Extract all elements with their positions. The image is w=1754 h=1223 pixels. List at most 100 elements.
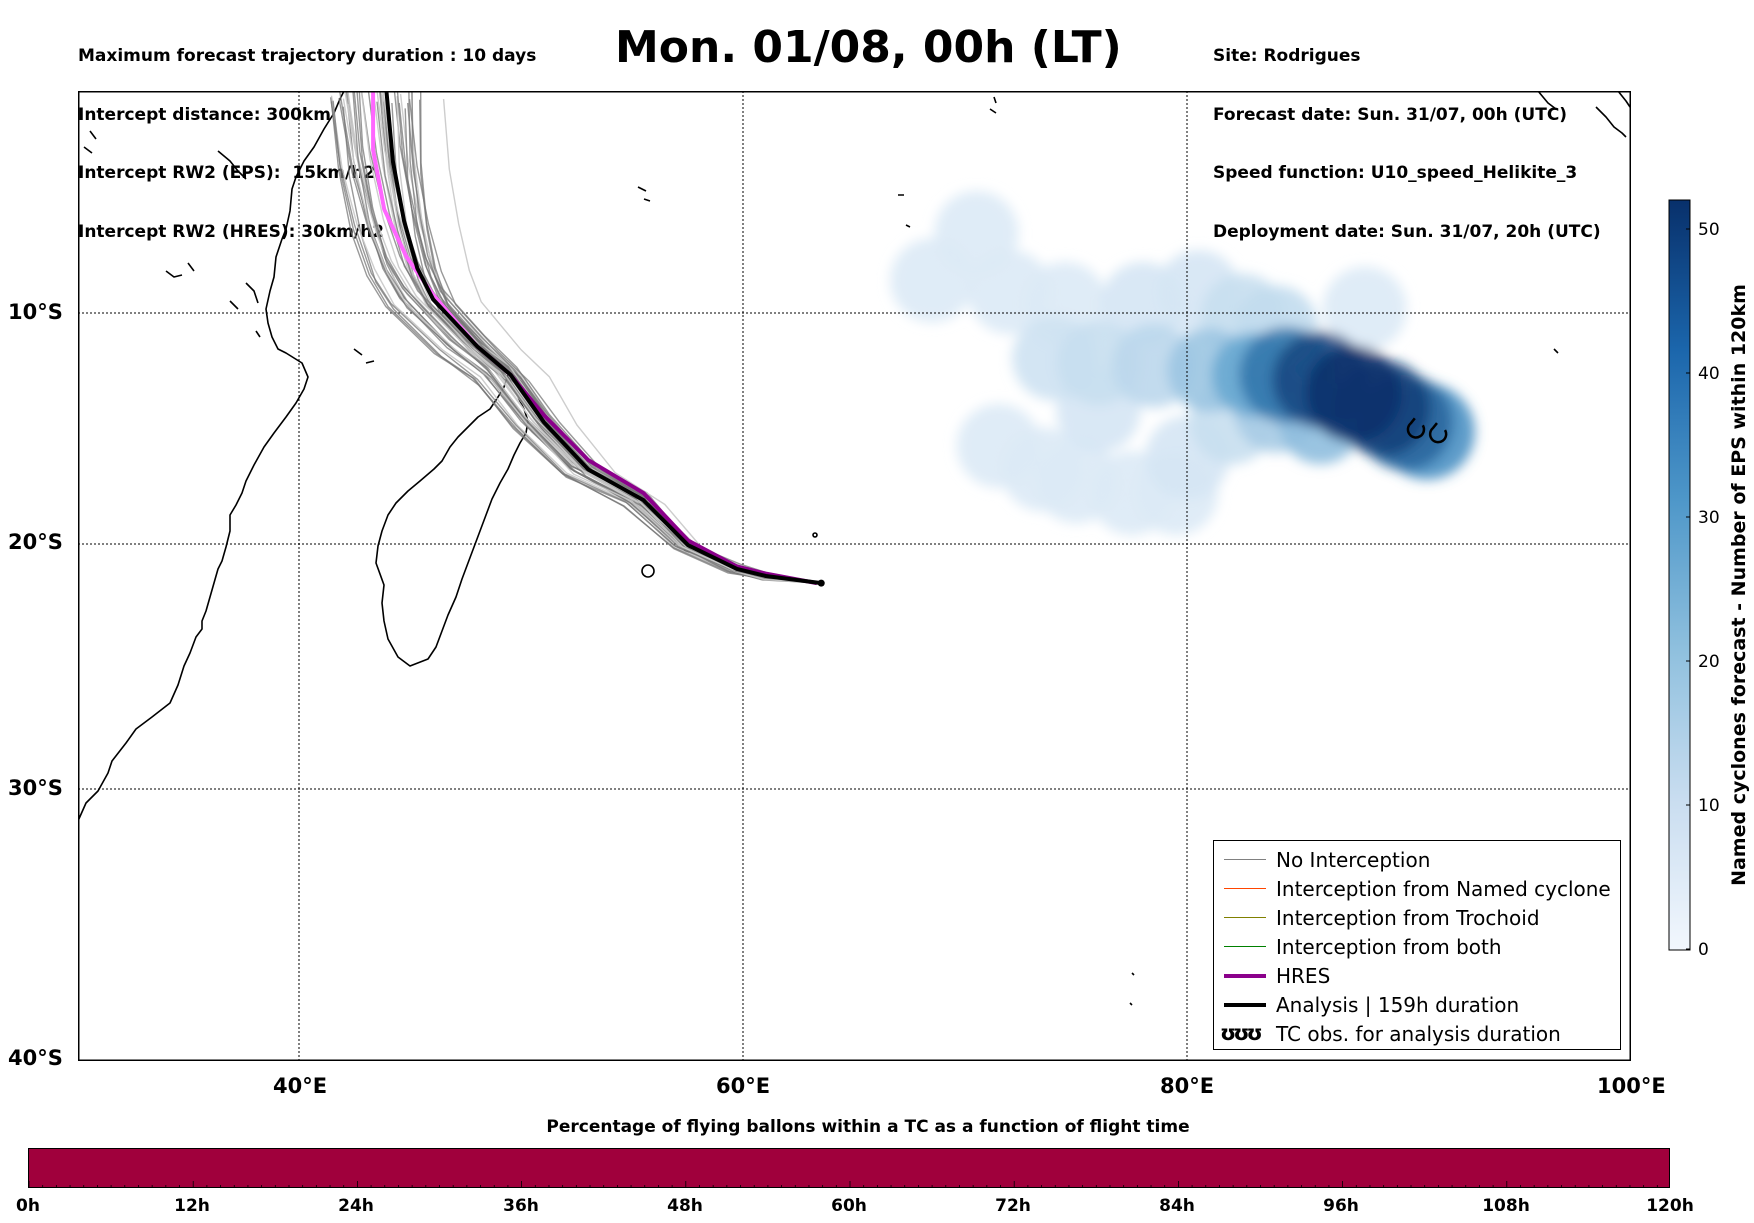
lon-tick-100E: 100°E <box>1597 1074 1666 1098</box>
flight-time-tick: 48h <box>667 1196 703 1216</box>
ensemble-trajectory <box>442 99 822 584</box>
header-left-line: Intercept distance: 300km <box>78 104 331 125</box>
header-left-line: Intercept RW2 (EPS): 15km/h2 <box>78 163 376 183</box>
colorbar-tick: 30 <box>1698 508 1720 528</box>
comoros-islands <box>187 262 261 338</box>
somalia-islands <box>83 130 97 154</box>
rodrigues-island <box>812 532 818 538</box>
eastern-tiny-islands <box>1129 348 1559 1006</box>
sri-lanka-coastline <box>1595 106 1627 138</box>
reunion-island <box>641 564 655 578</box>
density-cell <box>1034 439 1119 524</box>
hres-trajectory-early <box>371 91 479 348</box>
flight-time-tick: 96h <box>1323 1196 1359 1216</box>
tanzania-coast <box>217 150 247 180</box>
legend-label: No Interception <box>1276 848 1431 872</box>
header-left-line: Maximum forecast trajectory duration : 1… <box>78 46 537 66</box>
legend-item-hres: HRES <box>1214 962 1620 991</box>
legend-swatch <box>1224 974 1266 978</box>
ensemble-trajectory <box>358 91 822 584</box>
flight-time-tick: 24h <box>338 1196 374 1216</box>
sumatra-coastline <box>1617 91 1631 108</box>
analysis-trajectory <box>384 91 822 586</box>
flight-time-tick: 12h <box>174 1196 210 1216</box>
header-info-right: Site: Rodrigues Forecast date: Sun. 31/0… <box>1213 8 1601 262</box>
colorbar-label: Named cyclones forecast - Number of EPS … <box>1728 284 1750 886</box>
density-cell <box>934 190 1019 275</box>
flight-time-tick: 108h <box>1482 1196 1530 1216</box>
legend-swatch <box>1224 888 1266 889</box>
ensemble-trajectory <box>411 91 822 584</box>
legend-item-no-interception: No Interception <box>1214 846 1620 875</box>
lat-tick-40S: 40°S <box>8 1046 63 1070</box>
mozambique-island-coast <box>165 270 183 278</box>
lat-tick-20S: 20°S <box>8 530 63 554</box>
legend-label: TC obs. for analysis duration <box>1276 1022 1561 1046</box>
map-legend: No Interception Interception from Named … <box>1213 840 1621 1050</box>
header-right-line: Deployment date: Sun. 31/07, 20h (UTC) <box>1213 221 1601 242</box>
africa-coastline <box>78 91 345 822</box>
header-left-line: Intercept RW2 (HRES): 30km/h2 <box>78 221 385 242</box>
legend-label: HRES <box>1276 964 1331 988</box>
lat-tick-30S: 30°S <box>8 776 63 800</box>
flight-time-tick: 36h <box>503 1196 539 1216</box>
map-panel <box>78 91 1631 1061</box>
ensemble-trajectory <box>378 91 822 584</box>
legend-label: Interception from both <box>1276 935 1502 959</box>
legend-item-analysis: Analysis | 159h duration <box>1214 991 1620 1020</box>
lon-tick-60E: 60°E <box>716 1074 771 1098</box>
density-colorbar <box>1668 199 1691 951</box>
legend-swatch <box>1224 859 1266 860</box>
header-right-line: Speed function: U10_speed_Helikite_3 <box>1213 163 1578 183</box>
colorbar-tick: 20 <box>1698 652 1720 672</box>
cyclone-symbol-icon: ʊʊʊ <box>1220 1021 1263 1045</box>
legend-label: Interception from Trochoid <box>1276 906 1540 930</box>
flight-time-tick: 72h <box>995 1196 1031 1216</box>
madagascar-nw-islands <box>353 348 375 364</box>
flight-time-tick: 84h <box>1159 1196 1195 1216</box>
colorbar-tick: 40 <box>1698 364 1720 384</box>
pemba-zanzibar <box>245 282 259 304</box>
ensemble-trajectory <box>379 91 822 584</box>
header-right-line: Forecast date: Sun. 31/07, 00h (UTC) <box>1213 104 1568 125</box>
legend-label: Interception from Named cyclone <box>1276 877 1611 901</box>
tc-obs-symbol <box>1406 417 1426 439</box>
flight-time-bar-fill <box>29 1149 1669 1187</box>
colorbar-tick: 0 <box>1698 940 1709 960</box>
flight-time-tick: 0h <box>16 1196 40 1216</box>
legend-item-both: Interception from both <box>1214 933 1620 962</box>
seychelles-islands <box>637 186 651 202</box>
lon-tick-40E: 40°E <box>273 1074 328 1098</box>
density-cell <box>1305 345 1402 442</box>
legend-item-trochoid: Interception from Trochoid <box>1214 904 1620 933</box>
legend-label: Analysis | 159h duration <box>1276 993 1520 1017</box>
analysis-start-point <box>817 579 825 587</box>
ensemble-trajectory <box>330 101 822 584</box>
tc-observations <box>1406 417 1448 444</box>
lat-tick-10S: 10°S <box>8 300 63 324</box>
legend-swatch <box>1224 946 1266 947</box>
flight-time-tick: 60h <box>831 1196 867 1216</box>
legend-swatch <box>1224 1003 1266 1007</box>
cyclone-density-field <box>890 190 1475 536</box>
tc-obs-symbol <box>1428 422 1448 444</box>
flight-time-bar <box>28 1148 1670 1188</box>
map-title: Mon. 01/08, 00h (LT) <box>615 22 1122 73</box>
ensemble-trajectories <box>329 91 822 584</box>
ensemble-trajectory <box>338 91 822 584</box>
ensemble-trajectory <box>353 91 822 584</box>
flight-time-bar-title: Percentage of flying ballons within a TC… <box>546 1117 1190 1137</box>
colorbar-tick: 50 <box>1698 220 1720 240</box>
seychelles-outer <box>898 194 911 228</box>
header-info-left: Maximum forecast trajectory duration : 1… <box>78 8 536 262</box>
india-coastline <box>1537 91 1557 110</box>
legend-swatch <box>1224 917 1266 918</box>
ensemble-trajectory <box>352 91 822 584</box>
ensemble-trajectory <box>376 101 822 584</box>
density-cell <box>1322 266 1407 351</box>
ensemble-trajectory <box>360 91 822 584</box>
hres-trajectory <box>476 344 818 586</box>
ensemble-trajectory <box>338 97 822 584</box>
legend-item-tc-obs: ʊʊʊ TC obs. for analysis duration <box>1214 1020 1620 1049</box>
lon-tick-80E: 80°E <box>1160 1074 1215 1098</box>
